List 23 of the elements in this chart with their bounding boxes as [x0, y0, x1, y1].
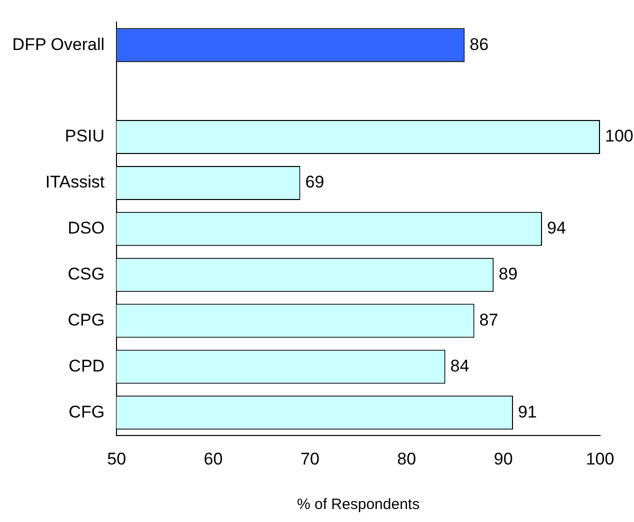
- data-label: 94: [546, 218, 566, 238]
- y-tick-label: ITAssist: [45, 172, 105, 192]
- y-tick-label: PSIU: [64, 126, 105, 146]
- y-tick-label: CPD: [68, 356, 105, 376]
- x-tick-label: 50: [107, 449, 126, 468]
- data-label: 100: [605, 126, 634, 146]
- data-label: 69: [305, 172, 324, 192]
- y-tick-label: CPG: [68, 310, 105, 330]
- y-tick-label: DFP Overall: [12, 34, 105, 54]
- data-label: 91: [518, 402, 537, 422]
- data-label: 87: [479, 310, 498, 330]
- x-tick-label: 60: [204, 449, 223, 468]
- x-tick-label: 100: [586, 449, 614, 468]
- y-tick-label: CFG: [68, 402, 105, 422]
- x-axis-title: % of Respondents: [296, 496, 420, 514]
- y-tick-label: DSO: [68, 218, 105, 238]
- x-tick-label: 70: [300, 449, 320, 468]
- data-label: 89: [498, 264, 518, 284]
- y-tick-label: CSG: [68, 264, 105, 284]
- x-tick-label: 80: [397, 449, 416, 468]
- x-tick-label: 90: [494, 449, 513, 468]
- data-label: 86: [470, 34, 489, 54]
- data-label: 84: [450, 356, 470, 376]
